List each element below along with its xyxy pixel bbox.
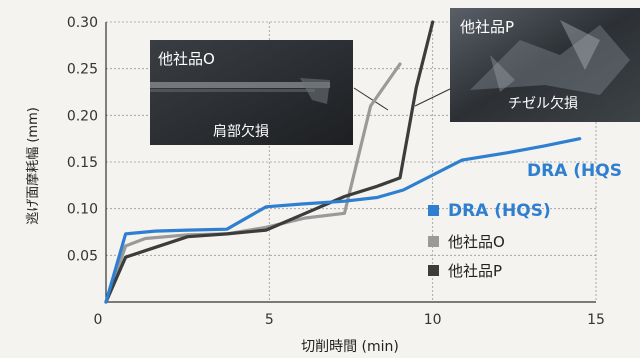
legend-swatch-other-o (428, 236, 439, 247)
photo-other-p: 他社品P チゼル欠損 (450, 8, 640, 122)
callout-line-other-p (414, 88, 451, 107)
x-tick-label: 5 (265, 312, 274, 328)
y-tick-label: 0.30 (67, 15, 98, 31)
inline-series-label: DRA (HQS (527, 161, 622, 181)
tick-labels: 0.05 0.10 0.15 0.20 0.25 0.30 0 5 10 15 (67, 15, 605, 328)
legend: DRA (HQS) 他社品O 他社品P (428, 201, 551, 280)
x-axis-label: 切削時間 (min) (301, 339, 399, 355)
photo-other-o-title: 他社品O (158, 50, 215, 68)
y-tick-label: 0.25 (67, 62, 98, 78)
legend-swatch-other-p (428, 265, 439, 276)
photo-other-p-caption: チゼル欠損 (508, 96, 578, 112)
photo-other-o-caption: 肩部欠損 (213, 124, 269, 140)
y-tick-label: 0.15 (67, 155, 98, 171)
legend-swatch-dra (428, 205, 439, 216)
photo-other-o: 他社品O 肩部欠損 (150, 40, 353, 145)
x-tick-label: 0 (94, 312, 103, 328)
y-tick-label: 0.10 (67, 202, 98, 218)
y-axis-label: 逃げ面摩耗幅 (mm) (25, 107, 41, 225)
legend-label-dra: DRA (HQS) (448, 201, 551, 221)
series-line-dra (104, 137, 582, 304)
data-lines (104, 20, 582, 304)
legend-label-other-o: 他社品O (448, 233, 505, 251)
axes (105, 22, 596, 303)
y-tick-label: 0.05 (67, 248, 98, 264)
legend-label-other-p: 他社品P (448, 262, 502, 280)
y-tick-label: 0.20 (67, 108, 98, 124)
photo-other-p-title: 他社品P (460, 18, 514, 36)
series-line-other-p (104, 20, 435, 304)
x-tick-label: 10 (424, 312, 442, 328)
x-tick-label: 15 (587, 312, 605, 328)
callout-line-other-o (353, 87, 389, 111)
